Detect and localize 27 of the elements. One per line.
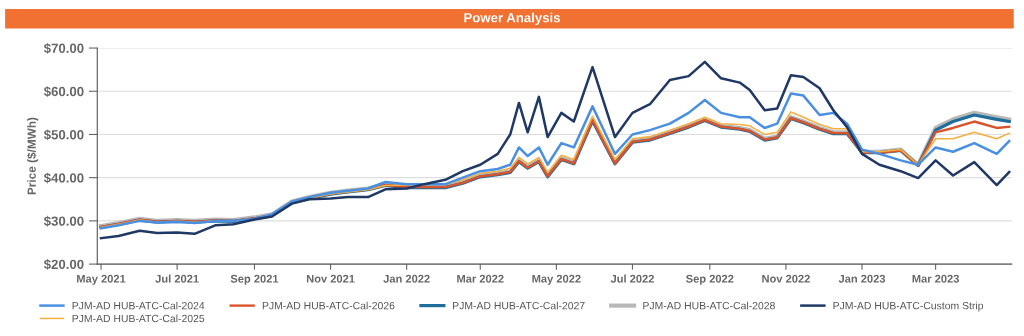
legend-label: PJM-AD HUB-ATC-Cal-2025	[72, 314, 205, 323]
y-tick-label: $40.00	[43, 172, 84, 184]
x-tick-label: Sep 2022	[686, 274, 734, 285]
y-tick-label: $70.00	[43, 43, 84, 54]
x-tick-label: May 2021	[77, 274, 126, 285]
x-tick-label: Nov 2022	[762, 274, 810, 283]
legend-label: PJM-AD HUB-ATC-Cal-2024	[72, 301, 205, 310]
x-tick-label: Mar 2023	[912, 274, 959, 283]
x-tick-label: Jan 2022	[383, 274, 430, 283]
legend-label: PJM-AD HUB-ATC-Custom Strip	[833, 301, 984, 312]
line-series	[99, 60, 1011, 240]
x-tick-label: May 2022	[532, 274, 581, 285]
x-tick-label: Nov 2021	[306, 274, 355, 283]
x-tick-label: Sep 2021	[230, 274, 279, 285]
y-tick-label: $60.00	[43, 86, 84, 98]
x-tick-label: Jan 2023	[838, 274, 886, 283]
x-tick-label: Jul 2022	[610, 274, 654, 283]
legend-label: PJM-AD HUB-ATC-Cal-2027	[453, 301, 585, 310]
chart-title: Power Analysis	[464, 12, 560, 25]
legend-label: PJM-AD HUB-ATC-Cal-2028	[643, 301, 775, 310]
legend-label: PJM-AD HUB-ATC-Cal-2026	[262, 301, 395, 310]
y-axis-title: Price ($/MWh)	[26, 117, 39, 195]
y-tick-label: $50.00	[43, 129, 84, 141]
y-tick-label: $20.00	[43, 259, 84, 270]
y-tick-label: $30.00	[43, 215, 84, 227]
x-tick-label: Mar 2022	[457, 274, 504, 283]
x-tick-label: Jul 2021	[155, 274, 199, 283]
